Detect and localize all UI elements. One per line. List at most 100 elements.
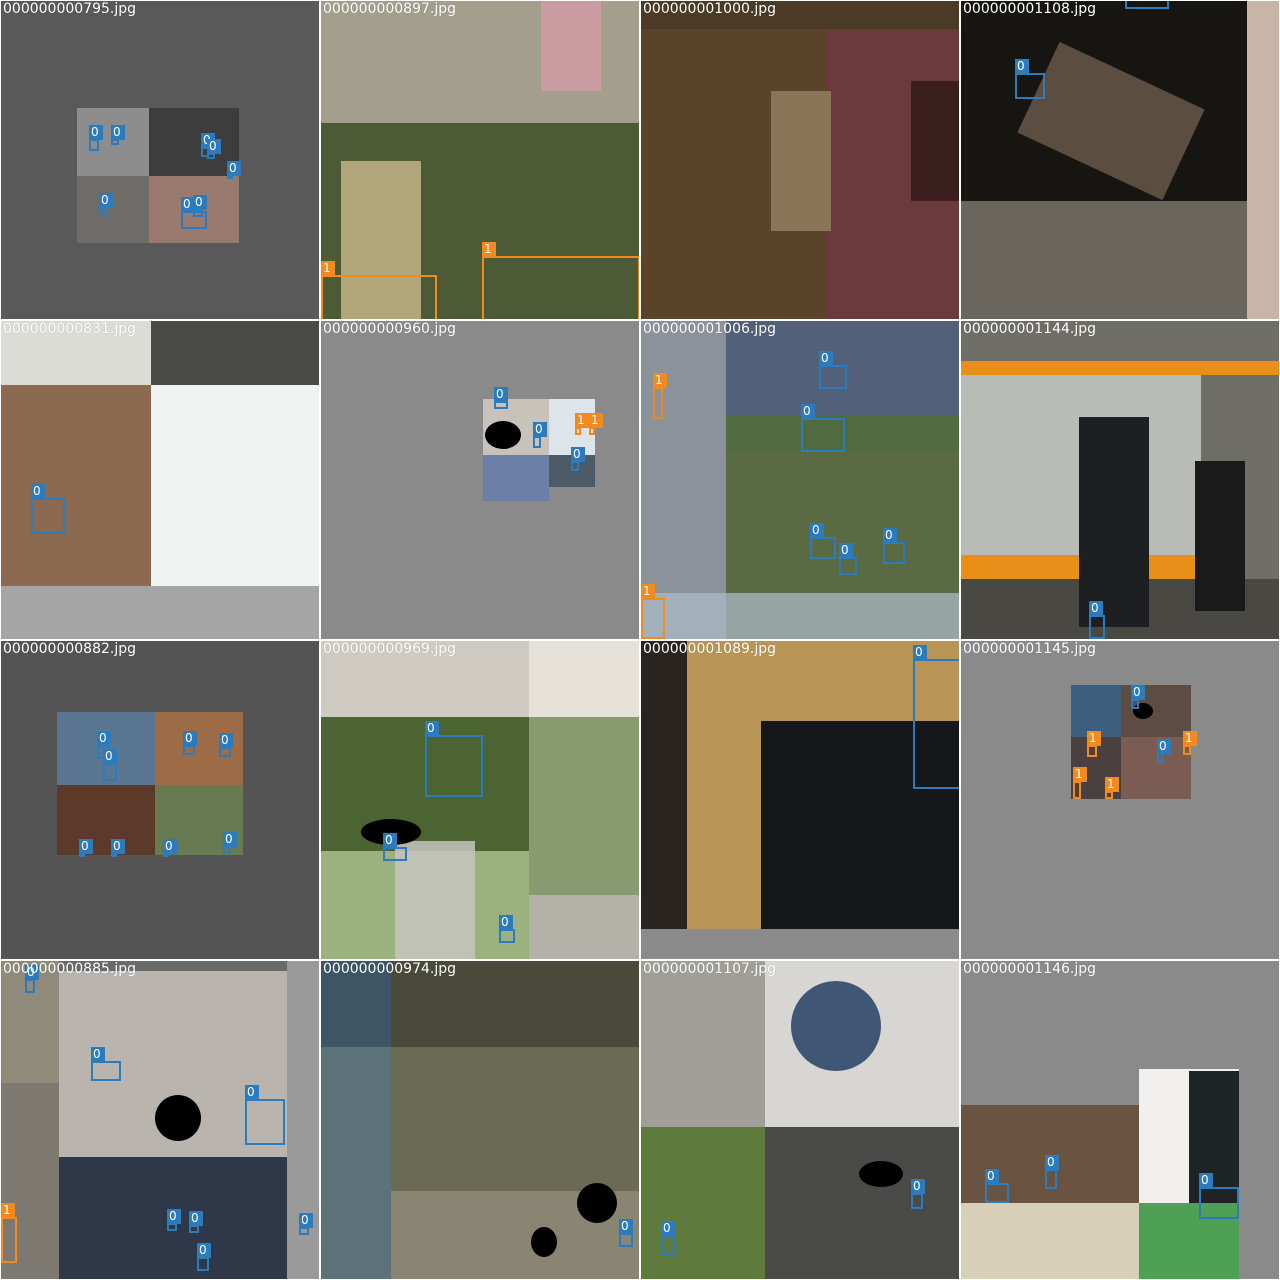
bbox-object: 1 bbox=[1183, 731, 1197, 755]
bbox-person: 0 bbox=[189, 1211, 203, 1233]
mosaic-photo bbox=[391, 961, 639, 1047]
tile-1145: 0 1 1 1 0 1 000000001145.jpg bbox=[961, 641, 1279, 959]
mosaic-photo bbox=[1195, 461, 1245, 611]
mosaic-photo bbox=[321, 961, 391, 1047]
bbox-person: 0 bbox=[1015, 59, 1045, 99]
mosaic-photo bbox=[1, 961, 59, 1083]
mosaic-photo bbox=[341, 161, 421, 319]
tile-969: 0 0 0 000000000969.jpg bbox=[321, 641, 639, 959]
redaction-blob bbox=[577, 1183, 617, 1223]
bbox-person: 0 bbox=[425, 721, 483, 797]
tile-filename: 000000000974.jpg bbox=[323, 961, 456, 977]
bbox-person: 0 bbox=[99, 193, 113, 215]
bbox-person: 0 bbox=[985, 1169, 1009, 1203]
bbox-person: 0 bbox=[299, 1213, 313, 1235]
mosaic-photo bbox=[1139, 1203, 1239, 1279]
tile-974: 0 000000000974.jpg bbox=[321, 961, 639, 1279]
bbox-object: 1 bbox=[1, 1203, 17, 1263]
tile-1108: 0 000000001108.jpg bbox=[961, 1, 1279, 319]
mosaic-photo bbox=[529, 717, 639, 895]
tile-filename: 000000000885.jpg bbox=[3, 961, 136, 977]
tile-1144: 0 000000001144.jpg bbox=[961, 321, 1279, 639]
mosaic-photo bbox=[1079, 417, 1149, 627]
bbox-person: 0 bbox=[223, 832, 237, 854]
bbox-person: 0 bbox=[183, 731, 197, 755]
bbox-object: 1 bbox=[1105, 777, 1119, 799]
bbox-person: 0 bbox=[227, 161, 241, 179]
tile-filename: 000000000882.jpg bbox=[3, 641, 136, 657]
tile-882: 0 0 0 0 0 0 0 0 000000000882.jpg bbox=[1, 641, 319, 959]
bbox-person: 0 bbox=[810, 523, 836, 559]
tile-filename: 000000000795.jpg bbox=[3, 1, 136, 17]
redaction-blob bbox=[531, 1227, 557, 1257]
bbox-person bbox=[1125, 1, 1169, 9]
redaction-blob bbox=[485, 421, 521, 449]
bbox-person: 0 bbox=[197, 1243, 211, 1271]
tile-795: 0 0 0 0 0 0 0 0 000000000795.jpg bbox=[1, 1, 319, 319]
bbox-person: 0 bbox=[245, 1085, 285, 1145]
bbox-person: 0 bbox=[1199, 1173, 1239, 1219]
mosaic-photo bbox=[321, 1047, 391, 1279]
mosaic-photo bbox=[641, 1127, 765, 1279]
mosaic-photo bbox=[57, 712, 155, 785]
bbox-person: 0 bbox=[533, 422, 547, 448]
tile-filename: 000000000960.jpg bbox=[323, 321, 456, 337]
tile-960: 0 0 1 1 0 000000000960.jpg bbox=[321, 321, 639, 639]
bbox-object: 1 bbox=[1073, 767, 1087, 799]
mosaic-photo bbox=[541, 1, 601, 91]
bbox-person: 0 bbox=[801, 404, 845, 452]
bbox-person: 0 bbox=[571, 447, 585, 471]
bbox-person: 0 bbox=[193, 195, 207, 217]
tile-1000: 000000001000.jpg bbox=[641, 1, 959, 319]
mosaic-photo bbox=[395, 841, 475, 959]
tile-831: 0 000000000831.jpg bbox=[1, 321, 319, 639]
mosaic-photo bbox=[961, 361, 1279, 375]
bbox-person: 0 bbox=[1157, 739, 1171, 763]
bbox-object: 1 bbox=[321, 261, 437, 319]
bbox-person: 0 bbox=[103, 749, 117, 781]
bbox-person: 0 bbox=[219, 733, 233, 757]
tile-1146: 0 0 0 000000001146.jpg bbox=[961, 961, 1279, 1279]
bbox-person: 0 bbox=[163, 839, 177, 857]
mosaic-photo bbox=[1, 321, 151, 385]
mosaic-photo bbox=[765, 1127, 959, 1279]
mosaic-photo bbox=[151, 321, 319, 385]
bbox-object: 1 bbox=[641, 584, 665, 639]
tile-filename: 000000001146.jpg bbox=[963, 961, 1096, 977]
bbox-person: 0 bbox=[25, 965, 39, 993]
mosaic-photo bbox=[1, 385, 151, 586]
mosaic-photo bbox=[961, 1105, 1139, 1203]
bbox-object: 1 bbox=[575, 413, 589, 435]
mosaic-photo bbox=[321, 641, 529, 717]
mosaic-photo bbox=[57, 785, 155, 855]
bbox-object: 1 bbox=[1087, 731, 1101, 757]
tile-1089: 0 000000001089.jpg bbox=[641, 641, 959, 959]
tile-filename: 000000001108.jpg bbox=[963, 1, 1096, 17]
mosaic-photo bbox=[726, 416, 959, 451]
mosaic-photo bbox=[771, 91, 831, 231]
redaction-blob bbox=[155, 1095, 201, 1141]
bbox-person: 0 bbox=[911, 1179, 925, 1209]
tile-885: 0 0 0 0 0 0 0 1 000000000885.jpg bbox=[1, 961, 319, 1279]
mosaic-photo bbox=[726, 321, 959, 416]
bbox-object: 1 bbox=[482, 242, 639, 319]
mosaic-photo bbox=[1189, 1071, 1239, 1203]
mosaic-photo bbox=[761, 721, 959, 929]
bbox-person: 0 bbox=[111, 125, 125, 145]
tile-1107: 0 0 000000001107.jpg bbox=[641, 961, 959, 1279]
bbox-person: 0 bbox=[494, 387, 508, 409]
bbox-person: 0 bbox=[31, 484, 65, 534]
bbox-person: 0 bbox=[499, 915, 515, 943]
bbox-person: 0 bbox=[661, 1221, 675, 1255]
bbox-object: 1 bbox=[653, 373, 667, 419]
tile-filename: 000000001145.jpg bbox=[963, 641, 1096, 657]
mosaic-photo bbox=[961, 201, 1247, 319]
mosaic-photo bbox=[791, 981, 881, 1071]
bbox-person: 0 bbox=[619, 1219, 633, 1247]
mosaic-photo bbox=[1121, 737, 1191, 799]
mosaic-photo bbox=[151, 385, 319, 586]
mosaic-photo bbox=[641, 593, 959, 639]
bbox-person: 0 bbox=[839, 543, 857, 575]
bbox-person: 0 bbox=[913, 645, 959, 789]
